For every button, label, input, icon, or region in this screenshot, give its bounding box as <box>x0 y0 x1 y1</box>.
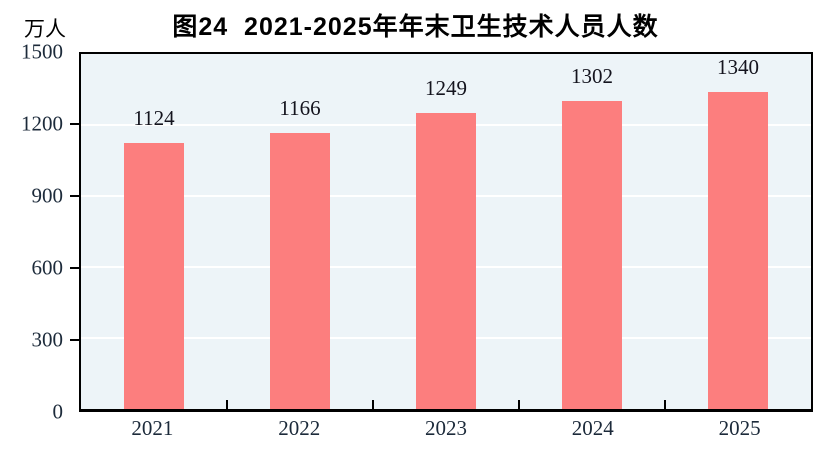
plot-inner: 1124 1166 1249 1302 1340 <box>81 54 811 409</box>
bar-2022 <box>270 133 330 409</box>
x-category-label-2021: 2021 <box>131 416 174 440</box>
chart-title: 图24 2021-2025年年末卫生技术人员人数 <box>172 13 659 41</box>
bar-2021 <box>124 143 184 409</box>
y-tick-mark-300 <box>70 339 79 341</box>
bar-2024 <box>562 100 622 409</box>
y-axis: 0 300 600 900 1200 1500 <box>0 40 79 424</box>
x-axis-boundary-tick-3 <box>518 400 520 409</box>
y-axis-unit-label: 万人 <box>24 17 66 41</box>
x-axis-boundary-tick-1 <box>226 400 228 409</box>
y-tick-mark-900 <box>70 195 79 197</box>
x-category-label-2022: 2022 <box>278 416 321 440</box>
y-tick-label-0: 0 <box>52 399 64 424</box>
y-tick-label-1500: 1500 <box>21 39 63 64</box>
x-axis-boundary-tick-4 <box>664 400 666 409</box>
y-tick-label-1200: 1200 <box>21 111 63 136</box>
x-category-label-2023: 2023 <box>425 416 467 440</box>
y-tick-mark-600 <box>70 267 79 269</box>
y-tick-label-900: 900 <box>31 183 64 208</box>
bar-value-label-2022: 1166 <box>279 96 321 121</box>
y-tick-label-600: 600 <box>31 255 64 280</box>
bar-value-label-2023: 1249 <box>425 76 467 101</box>
bar-value-label-2021: 1124 <box>133 106 175 130</box>
bar-2023 <box>416 113 476 409</box>
x-axis: 2021 2022 2023 2024 2025 <box>79 416 813 446</box>
plot-area: 1124 1166 1249 1302 1340 <box>79 52 813 412</box>
y-tick-label-300: 300 <box>31 327 64 352</box>
y-tick-mark-1200 <box>70 123 79 125</box>
bar-value-label-2025: 1340 <box>717 54 759 79</box>
bar-value-label-2024: 1302 <box>571 63 613 88</box>
x-axis-boundary-tick-2 <box>372 400 374 409</box>
x-category-label-2025: 2025 <box>718 416 761 440</box>
bar-2025 <box>708 91 768 409</box>
x-category-label-2024: 2024 <box>571 416 614 440</box>
